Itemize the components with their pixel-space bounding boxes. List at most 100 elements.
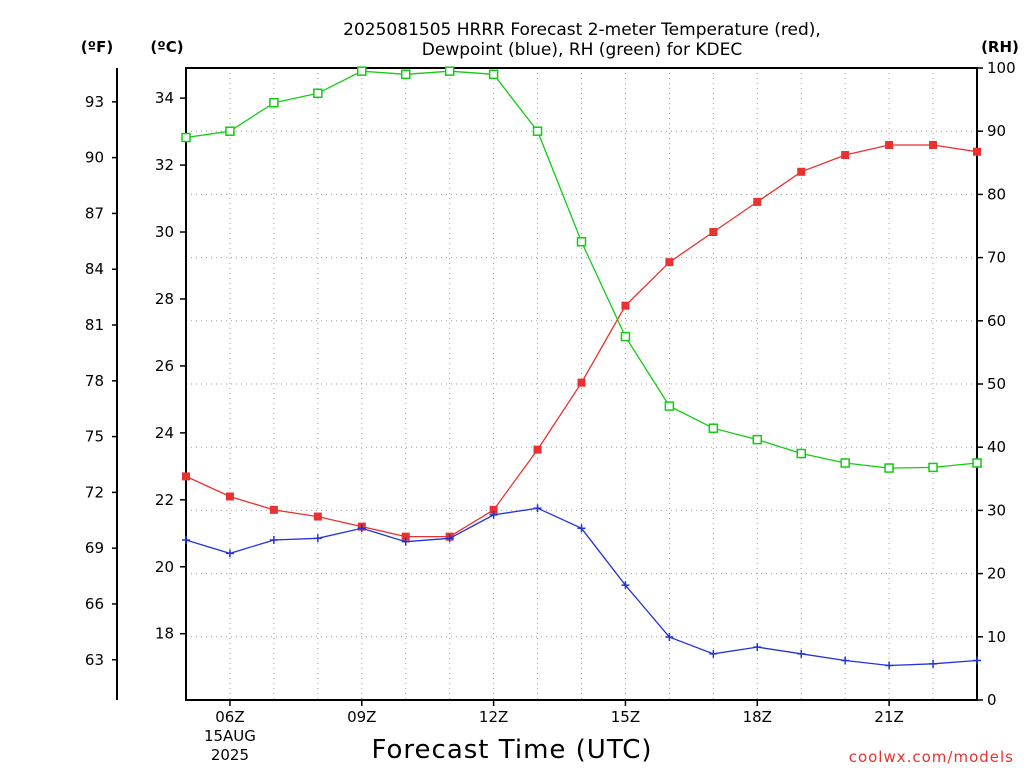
- rh-tick-label: 90: [987, 122, 1006, 140]
- temperature-point: [313, 512, 322, 521]
- dewpoint-point: [182, 535, 190, 544]
- x-tick-date-label: 15AUG: [204, 727, 256, 745]
- rh-point: [444, 66, 455, 76]
- fahrenheit-tick-label: 66: [85, 595, 104, 613]
- x-tick-year-label: 2025: [211, 746, 249, 764]
- celsius-tick-label: 34: [155, 89, 174, 107]
- dewpoint-point: [973, 656, 981, 665]
- temperature-point: [401, 532, 410, 541]
- celsius-tick-label: 18: [155, 625, 174, 643]
- dewpoint-point: [445, 534, 454, 543]
- dewpoint-point: [225, 549, 234, 558]
- dewpoint-point: [753, 643, 762, 652]
- temperature-point: [269, 505, 278, 514]
- temperature-point: [709, 228, 718, 237]
- rh-point: [928, 462, 938, 473]
- dewpoint-point: [621, 581, 630, 590]
- dewpoint-point: [577, 524, 586, 533]
- fahrenheit-tick-label: 69: [85, 539, 104, 557]
- temperature-point: [489, 505, 498, 514]
- temperature-point: [225, 492, 234, 501]
- temperature-point: [577, 378, 586, 387]
- fahrenheit-tick-label: 63: [85, 651, 104, 669]
- chart-title-line1: 2025081505 HRRR Forecast 2-meter Tempera…: [343, 20, 821, 40]
- temperature-point: [797, 167, 806, 176]
- rh-tick-label: 30: [987, 501, 1006, 519]
- temperature-point: [182, 472, 190, 481]
- celsius-tick-label: 22: [155, 491, 174, 509]
- rh-point: [576, 237, 587, 247]
- fahrenheit-tick-label: 93: [85, 93, 104, 111]
- x-tick-label: 06Z: [215, 708, 244, 726]
- dewpoint-point: [797, 649, 806, 658]
- rh-point: [664, 401, 675, 411]
- rh-point: [357, 66, 367, 76]
- fahrenheit-tick-label: 75: [85, 428, 104, 446]
- rh-point: [620, 331, 631, 342]
- dewpoint-point: [269, 535, 278, 544]
- fahrenheit-unit-label: (ºF): [81, 38, 113, 56]
- temperature-point: [929, 140, 938, 149]
- x-axis-label: Forecast Time (UTC): [371, 735, 652, 765]
- rh-tick-label: 50: [987, 375, 1006, 393]
- fahrenheit-tick-label: 87: [85, 204, 104, 222]
- celsius-tick-label: 32: [155, 156, 174, 174]
- dewpoint-point: [929, 659, 938, 668]
- x-tick-label: 15Z: [611, 708, 640, 726]
- temperature-point: [621, 301, 630, 310]
- dewpoint-point: [533, 504, 542, 513]
- celsius-tick-label: 26: [155, 357, 174, 375]
- dewpoint-point: [841, 656, 850, 665]
- temperature-point: [753, 197, 762, 206]
- rh-tick-label: 100: [987, 59, 1016, 77]
- rh-tick-label: 40: [987, 438, 1006, 456]
- rh-point: [181, 132, 191, 143]
- rh-point: [225, 126, 235, 136]
- axes: 63 66 69 72 75 78 81 84 87 90 93 18 20 22 24 26 28 30 32 34…: [85, 59, 1016, 764]
- fahrenheit-tick-label: 72: [85, 483, 104, 501]
- x-tick-label: 12Z: [479, 708, 508, 726]
- temperature-point: [885, 140, 894, 149]
- temperature-point: [841, 151, 850, 160]
- credit-text: coolwx.com/models: [849, 748, 1014, 766]
- rh-tick-label: 20: [987, 565, 1006, 583]
- dewpoint-point: [709, 649, 718, 658]
- rh-point: [752, 434, 763, 445]
- rh-point: [840, 458, 850, 468]
- x-tick-label: 21Z: [874, 708, 903, 726]
- dewpoint-point: [401, 537, 410, 546]
- dewpoint-point: [489, 510, 498, 519]
- fahrenheit-tick-label: 78: [85, 372, 104, 390]
- x-tick-label: 18Z: [743, 708, 772, 726]
- fahrenheit-tick-label: 90: [85, 149, 104, 167]
- dewpoint-point: [313, 534, 322, 543]
- rh-point: [796, 448, 806, 459]
- dewpoint-point: [357, 524, 366, 533]
- x-tick-label: 09Z: [347, 708, 376, 726]
- rh-point: [972, 458, 982, 468]
- dewpoint-point: [885, 661, 894, 670]
- rh-tick-label: 0: [987, 691, 997, 709]
- rh-unit-label: (RH): [981, 38, 1019, 56]
- fahrenheit-tick-label: 84: [85, 260, 104, 278]
- rh-point: [532, 126, 543, 136]
- rh-point: [269, 98, 279, 108]
- celsius-tick-label: 20: [155, 558, 174, 576]
- data-series: [181, 66, 982, 670]
- chart-title-line2: Dewpoint (blue), RH (green) for KDEC: [422, 40, 742, 60]
- temperature-point: [533, 445, 542, 454]
- rh-tick-label: 80: [987, 185, 1006, 203]
- rh-point: [488, 69, 499, 80]
- temperature-point: [665, 258, 674, 267]
- celsius-unit-label: (ºC): [150, 38, 183, 56]
- rh-tick-label: 60: [987, 312, 1006, 330]
- rh-point: [708, 423, 719, 433]
- rh-point: [884, 463, 894, 473]
- rh-tick-label: 10: [987, 628, 1006, 646]
- rh-point: [313, 88, 323, 99]
- celsius-tick-label: 28: [155, 290, 174, 308]
- rh-tick-label: 70: [987, 249, 1006, 267]
- fahrenheit-tick-label: 81: [85, 316, 104, 334]
- rh-point: [400, 69, 411, 80]
